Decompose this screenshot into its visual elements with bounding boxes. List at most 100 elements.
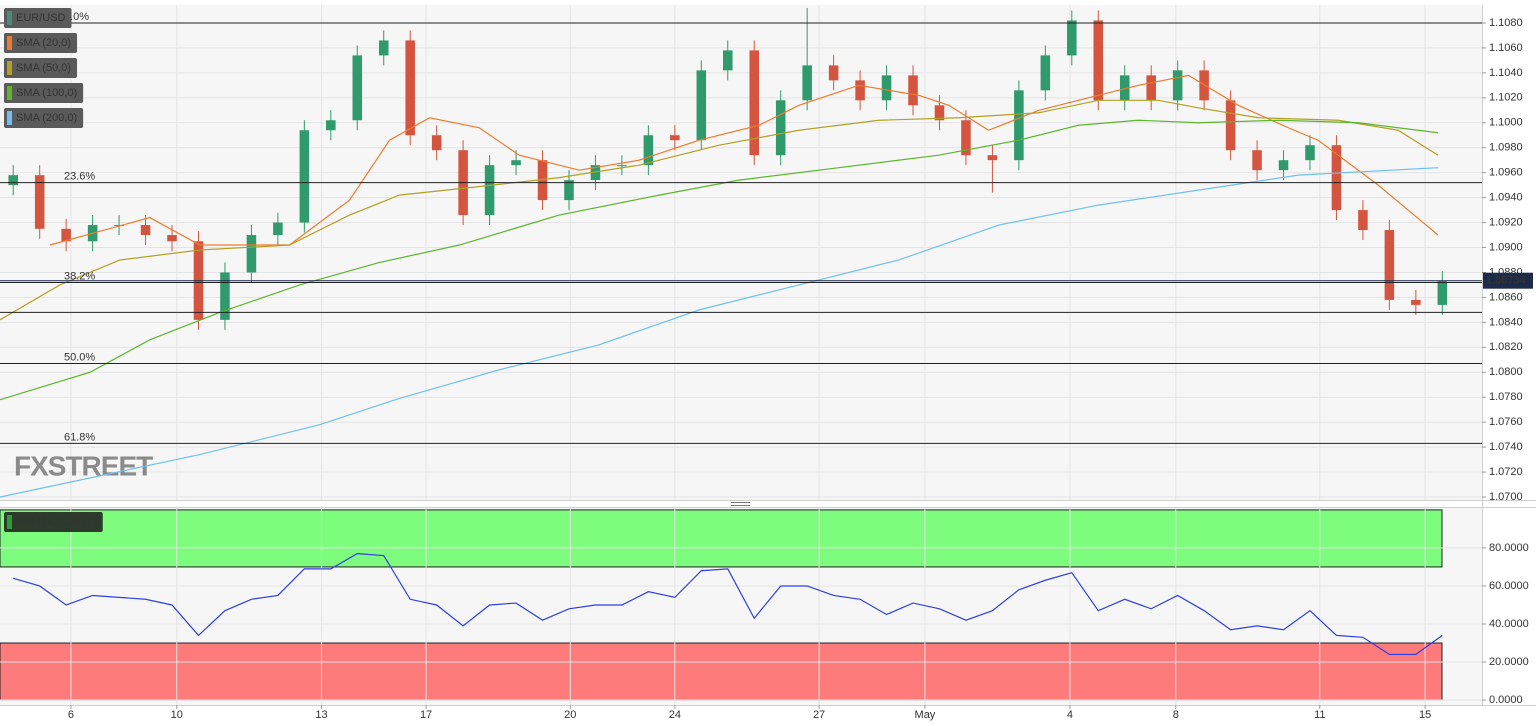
y-tick-label: 1.0780: [1489, 391, 1523, 403]
candle-body: [61, 228, 71, 242]
y-tick-label: 1.0920: [1489, 216, 1523, 228]
sma-line: [49, 74, 1439, 246]
y-tick-label: 1.0700: [1489, 491, 1523, 503]
marks-layer: [0, 7, 1448, 656]
legend-entry[interactable]: SMA (200,0): [4, 108, 84, 128]
legend-label: SMA (100,0): [16, 87, 77, 99]
resize-handle[interactable]: [731, 502, 750, 506]
candle-body: [881, 75, 892, 101]
y-tick-label: 20.0000: [1489, 656, 1529, 668]
candle-body: [246, 235, 257, 273]
candle-body: [1331, 145, 1342, 211]
candle-body: [643, 135, 654, 166]
candle-body: [537, 160, 548, 201]
candle-body: [220, 272, 230, 320]
legend-box: [4, 83, 84, 103]
legend-label: EUR/USD: [16, 12, 66, 24]
sma-line: [0, 167, 1439, 498]
upper-zone: [0, 509, 1443, 568]
y-tick-label: 1.0820: [1489, 341, 1523, 353]
zone-layer: [0, 509, 1443, 701]
y-tick-label: 1.0740: [1489, 441, 1523, 453]
candle-body: [802, 65, 812, 101]
y-tick-label: 1.1060: [1489, 42, 1523, 54]
candle-body: [1119, 75, 1130, 101]
y-tick-label: 1.1080: [1489, 17, 1523, 29]
candle-body: [299, 130, 310, 223]
rsi-line: [13, 553, 1443, 656]
y-tick-label: 1.0720: [1489, 466, 1523, 478]
legend-box: [4, 33, 78, 53]
candle-body: [723, 50, 733, 71]
legend-swatch: [7, 61, 12, 75]
y-tick-label: 1.0800: [1489, 366, 1523, 378]
candle-body: [140, 225, 151, 236]
legend-entry[interactable]: SMA (20,0): [4, 33, 78, 53]
x-tick-label: 6: [68, 709, 74, 721]
candle-body: [934, 105, 945, 121]
candle-body: [273, 222, 283, 236]
y-tick-label: 1.0760: [1489, 416, 1523, 428]
x-tick-label: 17: [420, 709, 432, 721]
legend-entry[interactable]: SMA (50,0): [4, 58, 78, 78]
fib-label: 50.0%: [64, 351, 95, 363]
y-tick-label: 1.0840: [1489, 316, 1523, 328]
candle-body: [564, 180, 574, 201]
candle-body: [1278, 160, 1289, 171]
candle-body: [431, 135, 442, 151]
price-panel: [0, 5, 1482, 500]
legend-label: SMA (200,0): [16, 112, 77, 124]
x-tick-label: May: [915, 709, 936, 721]
x-tick-label: 8: [1173, 709, 1179, 721]
candle-body: [1093, 20, 1104, 101]
fib-label: 23.6%: [64, 171, 95, 183]
legend-box: [4, 8, 72, 28]
x-tick-label: 4: [1067, 709, 1073, 721]
candle-body: [855, 80, 865, 101]
legend-entry[interactable]: EUR/USD: [4, 8, 72, 28]
candle-body: [326, 120, 336, 131]
candle-body: [828, 65, 839, 81]
y-tick-label: 1.1000: [1489, 117, 1523, 129]
candle-body: [1358, 210, 1368, 231]
candle-body: [352, 55, 363, 121]
y-tick-label: 1.1020: [1489, 92, 1523, 104]
y-tick-label: 60.0000: [1489, 580, 1529, 592]
candle-body: [696, 70, 707, 141]
y-tick-label: 1.1040: [1489, 67, 1523, 79]
legend-swatch: [7, 515, 12, 529]
legend-swatch: [7, 86, 12, 100]
candle-body: [1225, 100, 1236, 151]
candle-body: [908, 75, 918, 106]
y-tick-label: 1.0860: [1489, 291, 1523, 303]
candle-body: [511, 160, 521, 166]
overlay-layer: 0.0%23.6%38.2%50.0%61.8%: [0, 11, 1482, 444]
x-tick-label: 27: [813, 709, 825, 721]
x-tick-label: 13: [315, 709, 327, 721]
legend-entry[interactable]: RSI (14,70,30,1): [4, 512, 103, 532]
candle-body: [167, 235, 177, 242]
candle-body: [378, 40, 389, 56]
candle-body: [1411, 299, 1421, 305]
candle-body: [34, 175, 45, 229]
x-tick-label: 11: [1314, 709, 1325, 721]
candle-body: [961, 120, 971, 156]
candle-body: [1146, 75, 1156, 101]
candle-body: [590, 165, 601, 181]
legend-label: SMA (20,0): [16, 37, 71, 49]
candle-body: [1040, 55, 1051, 91]
candle-body: [749, 50, 759, 156]
legend-box: [4, 58, 78, 78]
legend-swatch: [7, 36, 12, 50]
candle-body: [1437, 281, 1448, 305]
lower-zone: [0, 642, 1443, 701]
candle-body: [775, 100, 786, 156]
legend-swatch: [7, 111, 12, 125]
y-tick-label: 1.0960: [1489, 167, 1523, 179]
fib-label: 38.2%: [64, 270, 95, 282]
legend-entry[interactable]: SMA (100,0): [4, 83, 84, 103]
last-price-box: [1483, 272, 1533, 289]
legend-label: SMA (50,0): [16, 62, 71, 74]
x-tick-label: 15: [1419, 709, 1431, 721]
